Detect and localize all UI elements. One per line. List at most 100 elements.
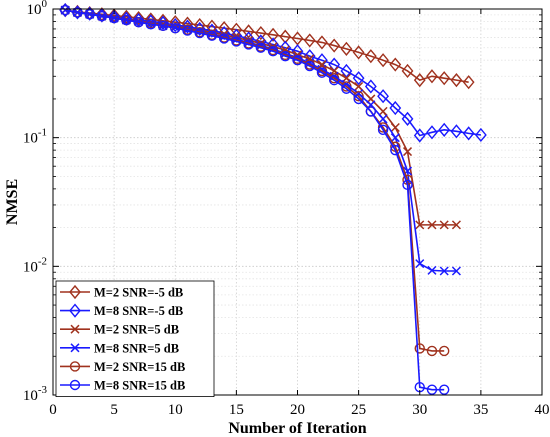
data-point-x	[378, 114, 388, 124]
data-point-diamond	[389, 57, 402, 72]
data-point-diamond	[413, 128, 426, 143]
y-tick-base: 10	[27, 2, 42, 18]
y-tick-label: 10-1	[23, 127, 47, 147]
data-point-circle	[426, 384, 438, 395]
data-point-x	[402, 147, 413, 157]
data-point-circle	[353, 93, 364, 105]
data-point-diamond	[450, 124, 463, 139]
data-point-circle	[377, 124, 389, 136]
data-point-circle	[426, 345, 438, 357]
data-point-diamond	[377, 89, 389, 104]
data-point-circle	[341, 83, 352, 94]
data-point-circle	[69, 361, 81, 372]
x-tick-label: 20	[290, 402, 305, 418]
y-tick-exponent: 0	[42, 0, 48, 10]
x-tick-label: 15	[229, 402, 244, 418]
data-point-diamond	[340, 41, 353, 56]
y-axis-label: NMSE	[4, 179, 21, 225]
legend-label: M=2 SNR=15 dB	[94, 360, 185, 374]
data-point-circle	[414, 343, 425, 354]
data-point-x	[390, 133, 400, 143]
y-tick-base: 10	[23, 259, 38, 275]
data-point-circle	[194, 27, 205, 39]
data-point-x	[70, 343, 80, 353]
legend-item: M=8 SNR=5 dB	[60, 341, 179, 355]
y-tick-exponent: -1	[38, 127, 47, 139]
y-tick-base: 10	[23, 388, 38, 404]
data-point-diamond	[328, 38, 341, 53]
data-point-diamond	[364, 79, 377, 94]
data-point-diamond	[438, 71, 451, 86]
data-point-diamond	[69, 284, 81, 300]
x-axis-label: Number of Iteration	[228, 420, 366, 437]
y-tick-label: 10-3	[23, 384, 48, 404]
data-point-circle	[243, 39, 254, 50]
legend-label: M=2 SNR=-5 dB	[94, 286, 183, 300]
data-point-diamond	[438, 122, 451, 137]
data-point-x	[451, 220, 461, 230]
data-point-circle	[328, 74, 340, 86]
x-tick-label: 5	[110, 402, 118, 418]
data-point-x	[451, 266, 461, 276]
data-point-diamond	[242, 24, 255, 39]
data-point-diamond	[352, 45, 365, 60]
data-point-diamond	[69, 303, 81, 318]
data-point-x	[439, 220, 449, 230]
legend-label: M=8 SNR=5 dB	[94, 341, 179, 355]
data-point-circle	[121, 14, 132, 26]
x-tick-label: 25	[351, 402, 366, 418]
data-point-x	[415, 259, 425, 269]
series-line	[65, 9, 469, 83]
y-tick-exponent: -3	[38, 384, 48, 396]
legend-item: M=2 SNR=15 dB	[60, 360, 185, 374]
y-tick-exponent: -2	[38, 255, 47, 267]
data-point-circle	[182, 25, 193, 36]
data-point-x	[390, 122, 400, 133]
x-tick-label: 10	[168, 402, 183, 418]
data-point-diamond	[401, 111, 414, 126]
data-point-diamond	[413, 73, 426, 88]
data-point-x	[439, 266, 449, 276]
legend-item: M=8 SNR=15 dB	[60, 379, 185, 393]
data-point-circle	[439, 384, 450, 395]
x-tick-label: 0	[49, 402, 57, 418]
data-point-diamond	[474, 127, 487, 143]
legend: M=2 SNR=-5 dB M=8 SNR=-5 dB M=2 SNR=5 dB M=…	[55, 280, 215, 397]
data-point-diamond	[462, 75, 475, 90]
data-point-x	[378, 106, 388, 116]
data-point-diamond	[59, 3, 72, 18]
legend-label: M=8 SNR=15 dB	[94, 379, 185, 393]
data-point-diamond	[340, 63, 353, 79]
data-point-circle	[390, 144, 401, 156]
legend-box	[55, 280, 215, 397]
data-point-circle	[304, 60, 315, 72]
data-point-circle	[316, 67, 328, 78]
data-point-diamond	[389, 100, 402, 116]
data-point-circle	[206, 30, 218, 41]
data-point-diamond	[462, 126, 475, 141]
data-point-circle	[72, 7, 83, 18]
data-point-x	[427, 265, 437, 275]
series-layer	[59, 3, 487, 395]
legend-item: M=8 SNR=-5 dB	[60, 303, 183, 318]
data-point-circle	[157, 20, 169, 32]
data-point-diamond	[377, 53, 389, 68]
y-tick-label: 100	[27, 0, 48, 18]
data-point-diamond	[144, 12, 157, 27]
data-point-diamond	[303, 33, 316, 48]
data-point-diamond	[71, 5, 84, 20]
data-point-diamond	[267, 27, 279, 42]
data-point-circle	[292, 55, 303, 66]
data-point-circle	[145, 19, 157, 30]
data-point-diamond	[426, 69, 438, 84]
legend-item: M=2 SNR=-5 dB	[60, 284, 183, 300]
data-point-diamond	[426, 125, 438, 140]
x-tick-label: 35	[473, 402, 488, 418]
data-point-circle	[365, 106, 377, 117]
data-point-circle	[218, 33, 230, 44]
data-point-diamond	[352, 71, 365, 86]
data-point-x	[427, 220, 437, 230]
data-point-diamond	[316, 35, 328, 50]
